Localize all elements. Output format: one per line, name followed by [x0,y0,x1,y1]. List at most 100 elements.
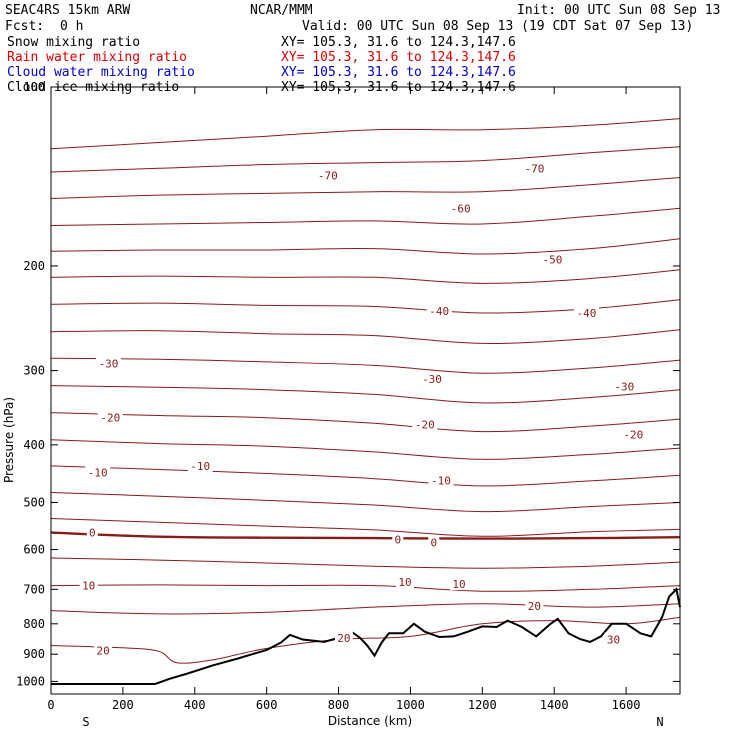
isotherm-label-bg [392,532,404,546]
terrain-line-group [51,587,681,685]
isotherm-label: -40 [577,307,597,320]
isotherm-label-bg [315,168,341,182]
field-name: Rain water mixing ratio [7,50,188,65]
isotherm-label-bg [419,372,445,386]
field-name: Cloud ice mixing ratio [7,80,180,95]
x-tick-label: 1200 [468,698,497,712]
isotherm-line [50,603,681,615]
x-tick-label: 200 [112,698,134,712]
isotherm-label: 10 [398,576,411,589]
isotherm-line [50,146,681,173]
center-title: NCAR/MMM [250,3,313,18]
y-tick-label: 1000 [16,674,45,688]
model-title: SEAC4RS 15km ARW [5,3,131,18]
field-xy-range: XY= 105.3, 31.6 to 124.3,147.6 [281,35,516,50]
isotherm-label-bg [604,632,623,646]
isotherm-label: -30 [422,373,442,386]
isotherm-label: -10 [431,474,451,487]
forecast-value: 0 h [60,19,84,34]
isotherm-label: -40 [429,305,449,318]
isotherm-line [50,118,681,150]
isotherm-label: -20 [623,428,643,441]
y-tick-label: 300 [23,364,45,378]
isotherm-label: -30 [614,381,634,394]
isotherm-label: 0 [394,533,401,546]
isotherm-label-bg [426,303,452,317]
y-tick-label: 500 [23,495,45,509]
isotherm-label-bg [85,465,111,479]
field-xy-range: XY= 105.3, 31.6 to 124.3,147.6 [281,65,516,80]
isotherm-line [50,465,681,487]
isotherm-line [50,177,681,199]
isotherm-label-bg [97,410,123,424]
isotherm-label: 10 [82,580,95,593]
y-tick-label: 100 [23,80,45,94]
isotherm-line [50,385,681,404]
isotherm-labels: -70 -70 -60 -50 -40 -40 -30 -30 -30 -20 -20 -20 -10 -… [79,161,646,658]
y-tick-label: 900 [23,647,45,661]
x-tick-label: 0 [47,698,54,712]
isotherm-label: 0 [430,537,437,550]
isotherm-line [50,269,681,284]
isotherm-label-bg [428,473,454,487]
isotherm-line [50,492,681,513]
isotherm-label-bg [539,252,565,266]
isotherm-label: 10 [452,578,465,591]
isotherm-label-bg [396,575,414,589]
forecast-label: Fcst: [5,19,45,34]
isotherm-label-bg [96,356,121,370]
isotherm-label: 30 [607,634,620,647]
isotherm-label-bg [574,306,599,319]
x-tick-label: 400 [184,698,206,712]
isotherm-label: -20 [415,419,435,432]
x-axis: 0 200 400 600 800 1000 1200 1400 1600 [47,87,641,712]
isotherm-label: -30 [99,358,119,371]
isotherm-label: -10 [88,466,108,479]
x-tick-label: 600 [256,698,278,712]
init-time: Init: 00 UTC Sun 08 Sep 13 [517,3,721,18]
y-tick-label: 600 [23,543,45,557]
terrain-line [51,587,681,685]
plot-area [51,87,680,694]
isotherm-label: 0 [89,527,96,540]
field-xy-range: XY= 105.3, 31.6 to 124.3,147.6 [281,80,516,95]
x-tick-label: 1000 [396,698,425,712]
isotherm-line [50,518,681,537]
isotherm-label-bg [450,577,468,591]
isotherm-label: -60 [451,202,471,215]
isotherm-label-bg [334,630,353,644]
isotherm-label: -70 [318,170,338,183]
isotherm-label-bg [525,598,544,612]
x-tick-label: 1400 [540,698,569,712]
isotherm-label-bg [94,643,113,657]
valid-time: Valid: 00 UTC Sun 08 Sep 13 (19 CDT Sat … [302,19,694,34]
y-tick-label: 400 [23,438,45,452]
isotherm-label: -70 [524,162,544,175]
field-name: Snow mixing ratio [7,35,141,50]
isotherm-label: -10 [190,460,210,473]
field-xy-range: XY= 105.3, 31.6 to 124.3,147.6 [281,50,516,65]
x-axis-title: Distance (km) [328,714,412,728]
field-name: Cloud water mixing ratio [7,65,195,80]
isotherm-label: -20 [100,412,120,425]
x-tick-label: 1600 [612,698,641,712]
isotherm-label-bg [521,161,547,175]
isotherm-label-bg [620,427,646,441]
isotherm-label-bg [412,417,438,431]
south-label: S [82,715,89,729]
isotherm-label: 20 [337,632,350,645]
isotherm-line [50,557,681,569]
isotherm-line [50,238,681,255]
isotherm-label: 20 [528,600,541,613]
isotherm-label-bg [428,535,440,549]
isotherm-label: -50 [542,253,562,266]
isotherm-label-bg [187,458,213,472]
y-tick-label: 800 [23,617,45,631]
isotherm-line [50,357,681,374]
isotherm-line [50,584,681,592]
isotherm-line [50,531,681,540]
x-tick-label: 800 [328,698,350,712]
isotherm-line [50,412,681,433]
